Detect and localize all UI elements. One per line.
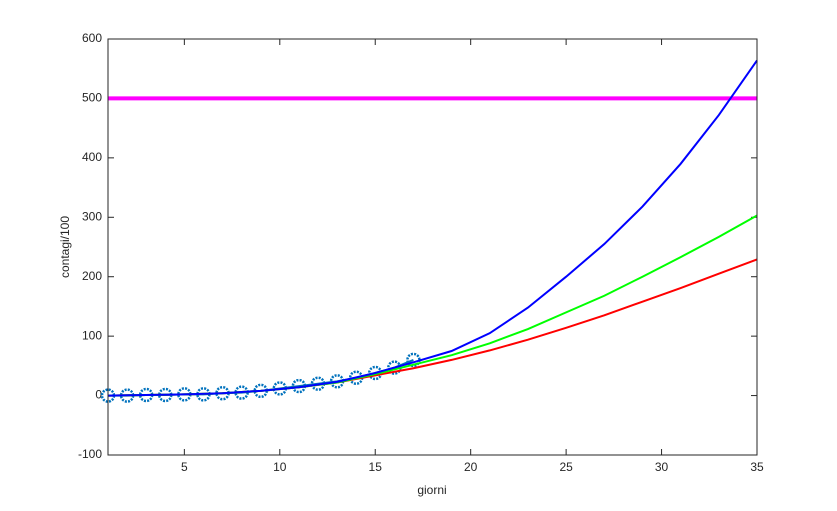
- x-tick-label: 35: [750, 460, 764, 474]
- y-tick-label: 200: [82, 269, 102, 283]
- y-tick-label: 600: [82, 31, 102, 45]
- x-tick-label: 20: [464, 460, 478, 474]
- axes-box: [107, 38, 758, 456]
- series-line: [107, 59, 758, 397]
- y-tick-label: 100: [82, 328, 102, 342]
- x-tick-label: 5: [181, 460, 188, 474]
- x-tick-label: 15: [369, 460, 383, 474]
- y-tick-label: 400: [82, 150, 102, 164]
- y-tick-label: 0: [95, 388, 102, 402]
- y-tick-label: 500: [82, 91, 102, 105]
- x-axis-label: giorni: [417, 483, 446, 497]
- x-tick-label: 10: [273, 460, 287, 474]
- y-tick-label: -100: [78, 447, 102, 461]
- x-tick-label: 25: [559, 460, 573, 474]
- y-tick-label: 300: [82, 209, 102, 223]
- y-axis-label: contagi/100: [58, 216, 72, 278]
- x-tick-label: 30: [655, 460, 669, 474]
